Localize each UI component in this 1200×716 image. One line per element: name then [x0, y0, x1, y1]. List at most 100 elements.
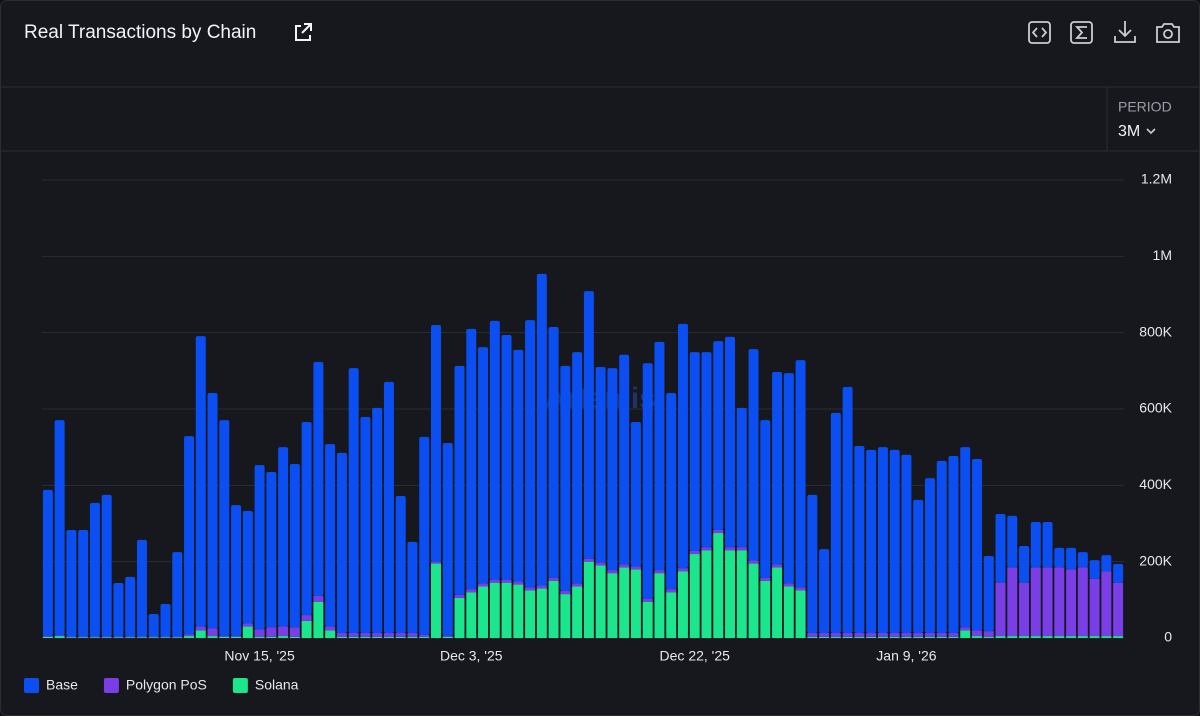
chevron-icon[interactable] — [1146, 128, 1156, 135]
bar-segment — [360, 636, 371, 638]
bar-segment — [54, 420, 65, 636]
bar-segment — [148, 637, 159, 638]
bar-segment — [877, 636, 888, 638]
bar-segment — [431, 563, 441, 638]
bar-segment — [560, 365, 571, 592]
bar-segment — [630, 566, 641, 570]
bar-segment — [278, 447, 289, 627]
bar-segment — [607, 368, 618, 571]
sum-icon[interactable] — [1070, 21, 1093, 44]
bar-segment — [1066, 547, 1077, 570]
bar-segment — [748, 349, 759, 561]
embed-icon[interactable] — [1028, 21, 1051, 44]
bar-segment — [513, 581, 524, 585]
bar-segment — [407, 541, 418, 634]
bar-segment — [948, 633, 959, 637]
bar-segment — [125, 576, 136, 637]
download-icon[interactable] — [1114, 21, 1136, 43]
bar-segment — [113, 583, 124, 637]
y-tick-label: 400K — [1139, 476, 1172, 492]
bar-segment — [266, 627, 277, 637]
bar-segment — [383, 636, 394, 638]
bar-segment — [454, 365, 465, 595]
bar-segment — [419, 634, 430, 637]
bar-segment — [1007, 567, 1018, 637]
bar-segment — [348, 633, 359, 637]
bar-segment — [1019, 636, 1030, 638]
bar-segment — [431, 561, 441, 564]
bar-segment — [184, 634, 194, 637]
bar-segment — [148, 636, 159, 638]
bar-segment — [289, 636, 300, 638]
bar-segment — [101, 636, 112, 638]
bar-segment — [525, 590, 536, 638]
bar-segment — [419, 436, 430, 635]
camera-icon[interactable] — [1156, 23, 1180, 43]
bar-segment — [830, 636, 841, 638]
legend-label[interactable]: Polygon PoS — [126, 677, 207, 693]
bar-segment — [936, 633, 947, 637]
bar-segment — [478, 347, 489, 584]
bar-segment — [489, 320, 500, 580]
bar-segment — [866, 449, 877, 634]
bar-segment — [689, 554, 700, 638]
bar-segment — [407, 636, 418, 638]
bar-segment — [1077, 552, 1088, 568]
bar-segment — [336, 452, 347, 634]
legend-label[interactable]: Solana — [255, 677, 299, 693]
bar-segment — [372, 407, 383, 634]
y-tick-label: 1M — [1153, 247, 1172, 263]
bar-segment — [677, 571, 688, 638]
bar-segment — [819, 633, 830, 637]
bar-segment — [148, 613, 159, 637]
bar-segment — [1089, 560, 1100, 579]
bar-segment — [360, 633, 371, 637]
bar-segment — [1066, 636, 1077, 638]
bar-segment — [1089, 636, 1100, 638]
bar-segment — [830, 412, 841, 634]
bar-segment — [560, 591, 571, 595]
bar-segment — [748, 560, 759, 564]
bar-segment — [101, 494, 112, 637]
bar-segment — [972, 458, 982, 631]
bar-segment — [666, 592, 677, 638]
bar-segment — [242, 626, 253, 638]
bar-segment — [136, 636, 147, 638]
bar-segment — [42, 635, 53, 637]
bar-segment — [924, 636, 935, 638]
bar-segment — [1042, 567, 1053, 637]
bar-segment — [372, 636, 383, 638]
bar-segment — [913, 636, 924, 638]
bar-segment — [242, 623, 253, 627]
bar-segment — [924, 478, 935, 634]
bar-segment — [1030, 636, 1041, 638]
bar-segment — [325, 626, 336, 631]
bar-segment — [78, 637, 89, 638]
bar-segment — [54, 636, 65, 638]
bar-segment — [642, 601, 653, 638]
bar-segment — [1077, 636, 1088, 638]
bar-segment — [125, 637, 136, 638]
bar-segment — [266, 636, 277, 638]
bar-segment — [254, 629, 265, 637]
bar-segment — [583, 291, 594, 559]
legend-label[interactable]: Base — [46, 677, 78, 693]
bar-segment — [278, 626, 289, 637]
bar-segment — [78, 636, 89, 638]
bar-segment — [654, 570, 665, 574]
external-link-icon[interactable] — [295, 23, 312, 41]
bar-segment — [572, 352, 583, 584]
bar-segment — [748, 563, 759, 638]
bar-segment — [1054, 636, 1065, 638]
bar-segment — [772, 564, 783, 568]
bar-segment — [701, 547, 712, 551]
bar-segment — [231, 636, 242, 638]
period-select[interactable]: 3M — [1118, 123, 1140, 140]
bar-segment — [501, 334, 512, 580]
bar-segment — [289, 627, 300, 637]
bar-segment — [184, 636, 194, 638]
bar-segment — [1113, 582, 1124, 637]
bar-segment — [654, 341, 665, 571]
